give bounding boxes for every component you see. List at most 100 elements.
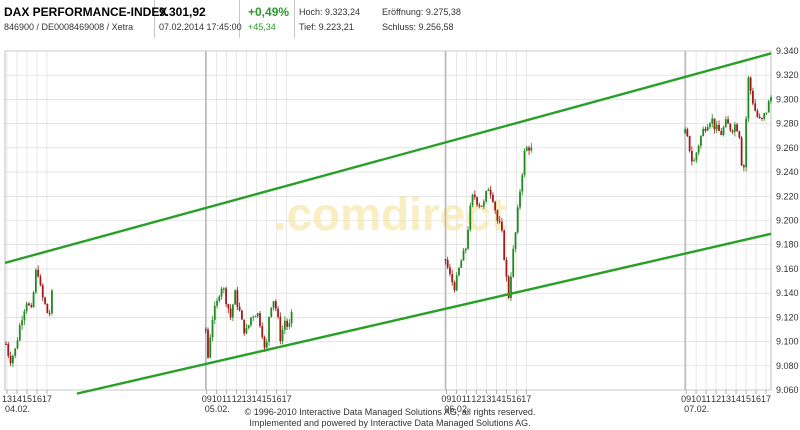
y-tick-label: 9.060 [776, 385, 799, 395]
candle-body [247, 325, 250, 328]
candle-body [491, 194, 494, 202]
x-tick-label: 11 [462, 394, 471, 404]
candle-body [41, 285, 44, 298]
trend-line-upper [4, 52, 772, 265]
candle-body [711, 118, 714, 124]
candle-body [530, 147, 533, 151]
dax-intraday-chart: .comdirect 9.060 9.080 9.100 9.120 9.140 9.16… [2, 46, 799, 428]
candle-body [496, 210, 499, 221]
y-tick-label: 9.120 [776, 312, 799, 322]
candle-body [724, 119, 727, 128]
powered-by-line: Implemented and powered by Interactive D… [249, 418, 530, 428]
candle-body [745, 118, 748, 168]
copyright-line: © 1996-2010 Interactive Data Managed Sol… [245, 407, 536, 417]
candle-body [688, 135, 691, 151]
candle-body [756, 110, 759, 117]
x-tick-label: 10 [212, 394, 222, 404]
candle-body [503, 230, 506, 260]
candle-body [207, 329, 209, 358]
candle-body [225, 288, 227, 305]
x-tick-label: 11 [222, 394, 231, 404]
candle-body [213, 305, 216, 320]
candle-body [238, 306, 241, 311]
y-tick-label: 9.340 [776, 46, 799, 56]
quote-datetime: 07.02.2014 17:45:00 [159, 22, 242, 32]
candle-body [690, 150, 693, 162]
candle-body [286, 320, 289, 327]
candle-body [446, 259, 449, 268]
candle-body [718, 124, 720, 132]
candle-body [473, 194, 476, 198]
candle-body [767, 101, 770, 113]
x-tick-label: 15 [22, 394, 32, 404]
x-tick-label: 13 [481, 394, 491, 404]
trend-channel [4, 52, 772, 395]
candle-body [21, 320, 23, 326]
candle-body [516, 207, 519, 233]
candle-body [46, 303, 49, 314]
candle-body [469, 205, 472, 230]
prev-close: Schluss: 9.256,58 [382, 22, 454, 32]
index-name-cell: DAX PERFORMANCE-INDEX 846900 / DE0008469… [0, 0, 167, 38]
candle-body [467, 229, 469, 249]
day-label: 04.02. [5, 404, 30, 414]
candle-body [765, 112, 768, 114]
x-tick-label: 17 [282, 394, 292, 404]
candle-body [514, 232, 517, 249]
candle-body [7, 344, 10, 356]
candle-body [686, 129, 689, 136]
x-tick-label: 14 [491, 394, 501, 404]
candle-body [471, 194, 474, 206]
candle-body [290, 312, 293, 324]
x-tick-label: 13 [242, 394, 252, 404]
candle-body [478, 204, 481, 206]
candle-body [498, 220, 501, 222]
x-tick-label: 13 [721, 394, 731, 404]
y-tick-label: 9.140 [776, 288, 799, 298]
y-tick-label: 9.300 [776, 94, 799, 104]
day-label: 06.02. [444, 404, 469, 414]
x-tick-label: 14 [12, 394, 22, 404]
candle-body [482, 201, 485, 207]
candle-body [709, 123, 711, 128]
candle-body [209, 337, 212, 358]
candle-body [501, 221, 503, 231]
x-tick-label: 16 [751, 394, 761, 404]
candle-body [507, 276, 510, 298]
candle-body [731, 130, 734, 132]
candle-body [449, 267, 451, 275]
candle-body [14, 348, 17, 356]
x-tick-label: 16 [32, 394, 42, 404]
candle-body [279, 316, 282, 342]
candle-body [252, 316, 255, 318]
y-tick-label: 9.280 [776, 119, 799, 129]
x-tick-label: 13 [2, 394, 12, 404]
candle-body [742, 165, 745, 168]
change-percent: +0,49% [248, 5, 290, 19]
candle-body [523, 150, 526, 175]
candle-body [528, 147, 530, 151]
candle-body [770, 97, 772, 102]
candle-body [684, 129, 687, 134]
candle-body [464, 248, 467, 251]
candle-body [715, 124, 718, 130]
candle-body [702, 128, 705, 137]
candle-body [283, 320, 286, 330]
candle-body [727, 119, 729, 124]
y-tick-label: 9.240 [776, 167, 799, 177]
candle-body [761, 118, 763, 120]
y-tick-label: 9.100 [776, 337, 799, 347]
candle-body [25, 303, 28, 312]
candle-body [236, 290, 239, 307]
x-tick-label: 17 [521, 394, 531, 404]
candle-body [272, 301, 275, 308]
candle-body [227, 304, 230, 309]
x-tick-label: 09 [441, 394, 451, 404]
x-tick-label: 12 [711, 394, 721, 404]
candle-body [489, 189, 492, 195]
index-name: DAX PERFORMANCE-INDEX [4, 5, 168, 19]
candle-body [747, 77, 750, 119]
candle-body [216, 300, 218, 306]
candle-body [458, 267, 460, 276]
candle-body [229, 308, 232, 318]
